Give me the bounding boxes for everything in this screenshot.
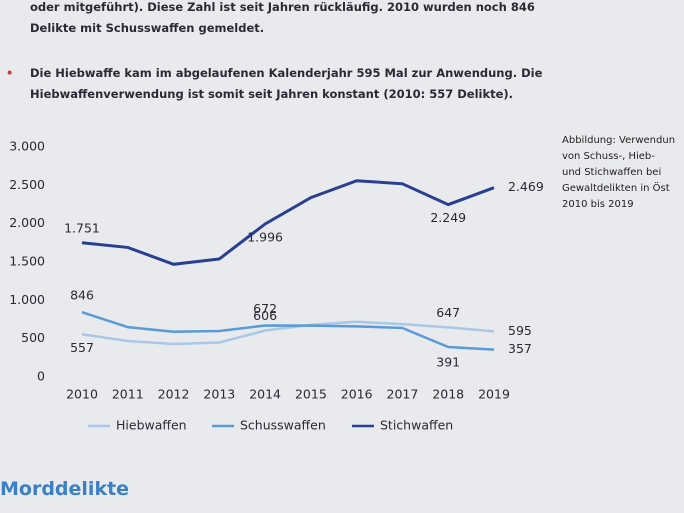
- caption-line: von Schuss-, Hieb-: [562, 151, 655, 162]
- data-label: 2.469: [508, 179, 544, 194]
- text-line: Hiebwaffenverwendung ist somit seit Jahr…: [30, 87, 514, 101]
- caption-line: 2010 bis 2019: [562, 199, 634, 210]
- paragraph: oder mitgeführt). Diese Zahl ist seit Ja…: [30, 0, 535, 39]
- y-tick-label: 2.500: [9, 177, 45, 192]
- bullet-paragraph: • Die Hiebwaffe kam im abgelaufenen Kale…: [6, 63, 543, 105]
- x-tick-label: 2014: [249, 387, 281, 402]
- y-tick-label: 2.000: [9, 215, 45, 230]
- data-label: 557: [70, 340, 94, 355]
- legend-label: Hiebwaffen: [116, 418, 187, 433]
- x-tick-label: 2010: [66, 387, 98, 402]
- y-tick-label: 1.000: [9, 292, 45, 307]
- bullet: •: [6, 66, 14, 80]
- text-line: Delikte mit Schusswaffen gemeldet.: [30, 21, 265, 35]
- data-label: 647: [436, 305, 460, 320]
- x-tick-label: 2019: [478, 387, 510, 402]
- x-tick-label: 2018: [432, 387, 464, 402]
- data-label: 1.996: [247, 229, 283, 244]
- x-tick-label: 2015: [295, 387, 327, 402]
- data-label: 672: [253, 301, 277, 316]
- data-label: 606: [253, 308, 277, 323]
- y-tick-label: 0: [37, 369, 45, 384]
- text-line: Die Hiebwaffe kam im abgelaufenen Kalend…: [30, 66, 543, 80]
- x-tick-label: 2012: [158, 387, 190, 402]
- legend-label: Schusswaffen: [240, 418, 326, 433]
- data-label: 391: [436, 355, 460, 370]
- data-label: 595: [508, 323, 532, 338]
- y-tick-label: 500: [21, 330, 45, 345]
- chart: 3.000 2.500 2.000 1.500 1.000 500 0 2010 2011 201…: [9, 139, 544, 433]
- x-tick-label: 2016: [341, 387, 373, 402]
- section-heading: Morddelikte: [0, 478, 130, 500]
- data-label: 846: [70, 288, 94, 303]
- caption: Abbildung: Verwendun von Schuss-, Hieb- …: [562, 133, 675, 213]
- caption-line: und Stichwaffen bei: [562, 167, 662, 178]
- data-label: 2.249: [430, 210, 466, 225]
- series-line: [81, 320, 495, 346]
- x-tick-label: 2017: [387, 387, 419, 402]
- caption-line: Gewaltdelikten in Öst: [562, 183, 670, 194]
- series-line: [81, 310, 495, 351]
- caption-line: Abbildung: Verwendun: [562, 135, 676, 146]
- y-tick-label: 1.500: [9, 254, 45, 269]
- series-line: [81, 179, 495, 266]
- legend-label: Stichwaffen: [380, 418, 453, 433]
- x-tick-label: 2011: [112, 387, 144, 402]
- x-tick-label: 2013: [203, 387, 235, 402]
- data-label: 1.751: [64, 220, 100, 235]
- y-tick-label: 3.000: [9, 139, 45, 154]
- text-line: oder mitgeführt). Diese Zahl ist seit Ja…: [30, 0, 535, 14]
- data-label: 357: [508, 341, 532, 356]
